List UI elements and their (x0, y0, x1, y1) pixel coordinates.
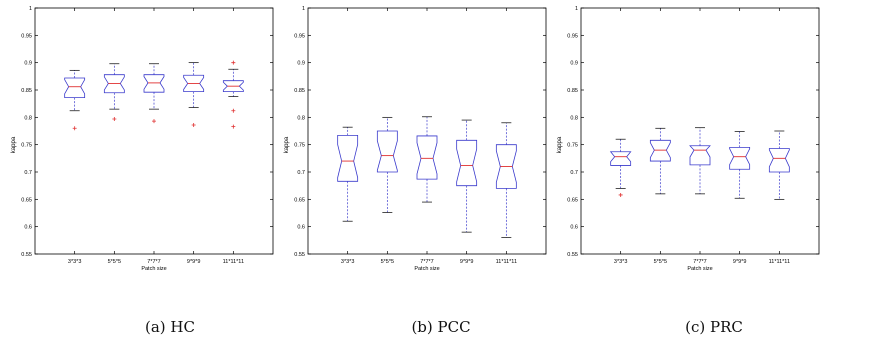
box (103, 74, 125, 94)
outlier-marker (618, 192, 623, 197)
x-tick-label: 11*11*11 (769, 259, 790, 265)
box (649, 139, 671, 162)
outlier-marker (231, 60, 236, 65)
y-tick-label: 0.7 (570, 170, 578, 176)
y-tick-label: 0.6 (24, 225, 32, 231)
x-axis-label: Patch size (141, 266, 166, 272)
outlier-marker (231, 108, 236, 113)
box (337, 134, 359, 182)
y-tick-label: 1 (575, 6, 578, 12)
x-tick-label: 7*7*7 (693, 259, 706, 265)
y-tick-label: 0.95 (567, 33, 578, 39)
y-axis-label: kappa (557, 136, 563, 153)
y-tick-label: 0.75 (21, 143, 32, 149)
box (222, 80, 244, 93)
y-tick-label: 0.9 (297, 61, 305, 67)
box (64, 77, 86, 99)
outlier-marker (231, 124, 236, 129)
caption-c: (c) PRC (685, 318, 743, 336)
y-tick-label: 0.6 (570, 225, 578, 231)
box (416, 135, 438, 180)
x-tick-label: 9*9*9 (733, 259, 746, 265)
x-tick-label: 3*3*3 (68, 259, 81, 265)
box (729, 146, 751, 170)
plot-frame (34, 7, 274, 255)
x-tick-label: 9*9*9 (187, 259, 200, 265)
y-tick-label: 0.95 (294, 33, 305, 39)
x-tick-label: 9*9*9 (460, 259, 473, 265)
y-tick-label: 0.65 (567, 197, 578, 203)
x-tick-label: 11*11*11 (223, 259, 244, 265)
x-tick-label: 3*3*3 (614, 259, 627, 265)
y-tick-label: 0.6 (297, 225, 305, 231)
box (689, 145, 711, 166)
box (768, 148, 790, 173)
y-tick-label: 0.85 (567, 88, 578, 94)
y-tick-label: 0.75 (567, 143, 578, 149)
y-tick-label: 0.9 (570, 61, 578, 67)
outlier-marker (112, 116, 117, 121)
outlier-marker (72, 126, 77, 131)
y-tick-label: 0.7 (297, 170, 305, 176)
box (376, 130, 398, 173)
y-tick-label: 0.55 (21, 252, 32, 258)
y-tick-label: 0.95 (21, 33, 32, 39)
x-axis-label: Patch size (687, 266, 712, 272)
x-axis-label: Patch size (414, 266, 439, 272)
x-tick-label: 5*5*5 (654, 259, 667, 265)
y-axis-label: kappa (284, 136, 290, 153)
x-tick-label: 7*7*7 (147, 259, 160, 265)
y-tick-label: 1 (302, 6, 305, 12)
caption-a: (a) HC (145, 318, 195, 336)
y-tick-label: 1 (29, 6, 32, 12)
box (495, 144, 517, 189)
outlier-marker (152, 119, 156, 124)
box (609, 151, 632, 166)
y-tick-label: 0.9 (24, 61, 32, 67)
y-tick-label: 0.85 (294, 88, 305, 94)
x-tick-label: 5*5*5 (108, 259, 121, 265)
y-tick-label: 0.8 (297, 115, 305, 121)
box (143, 74, 165, 93)
y-tick-label: 0.65 (294, 197, 305, 203)
x-tick-label: 7*7*7 (420, 259, 433, 265)
outlier-marker (191, 122, 196, 127)
y-tick-label: 0.7 (24, 170, 32, 176)
y-tick-label: 0.65 (21, 197, 32, 203)
y-tick-label: 0.55 (567, 252, 578, 258)
y-tick-label: 0.8 (570, 115, 578, 121)
y-tick-label: 0.75 (294, 143, 305, 149)
y-axis-label: kappa (11, 136, 17, 153)
caption-b: (b) PCC (411, 318, 471, 336)
x-tick-label: 3*3*3 (341, 259, 354, 265)
y-tick-label: 0.85 (21, 88, 32, 94)
y-tick-label: 0.8 (24, 115, 32, 121)
box (183, 74, 205, 93)
x-tick-label: 11*11*11 (496, 259, 517, 265)
x-tick-label: 5*5*5 (381, 259, 394, 265)
box (456, 139, 478, 187)
y-tick-label: 0.55 (294, 252, 305, 258)
